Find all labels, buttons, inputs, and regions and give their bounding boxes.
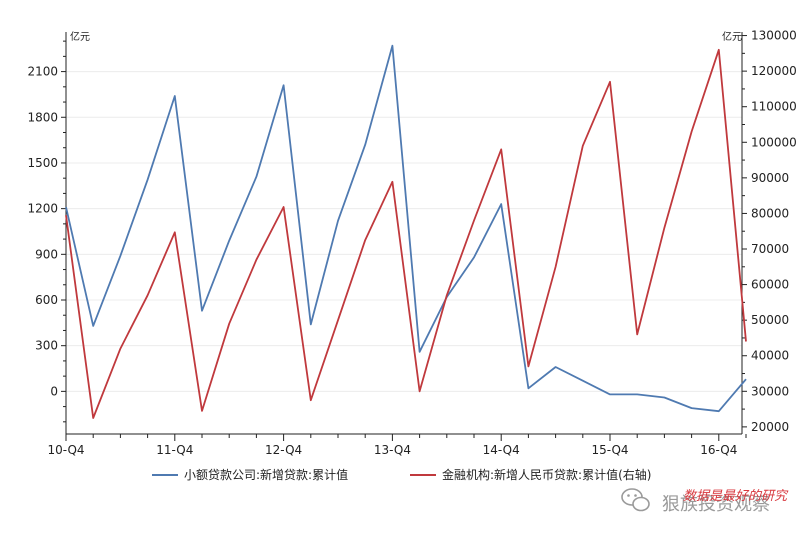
right-tick-label: 100000 [751, 135, 797, 149]
right-tick-label: 90000 [751, 171, 789, 185]
right-tick-label: 60000 [751, 278, 789, 292]
wechat-icon [621, 488, 650, 512]
right-tick-label: 20000 [751, 420, 789, 434]
left-tick-label: 2100 [27, 65, 58, 79]
right-tick-label: 30000 [751, 384, 789, 398]
left-tick-label: 0 [50, 384, 58, 398]
watermark-overlay: 数据是最好的研究 [683, 488, 789, 504]
series-line-financial [65, 48, 747, 419]
left-tick-label: 1800 [27, 110, 58, 124]
left-tick-label: 600 [35, 293, 58, 307]
left-tick-label: 900 [35, 247, 58, 261]
right-tick-label: 120000 [751, 64, 797, 78]
right-tick-label: 40000 [751, 349, 789, 363]
x-tick-label: 13-Q4 [374, 443, 411, 457]
watermark: 狠族投资观察 数据是最好的研究 [621, 488, 789, 515]
right-tick-label: 50000 [751, 313, 789, 327]
right-tick-label: 80000 [751, 206, 789, 220]
right-tick-label: 70000 [751, 242, 789, 256]
legend: 小额贷款公司:新增贷款:累计值 金融机构:新增人民币贷款:累计值(右轴) [152, 467, 651, 482]
x-tick-label: 12-Q4 [265, 443, 302, 457]
left-tick-label: 1200 [27, 202, 58, 216]
series-line-small-loan [65, 44, 747, 413]
x-axis: 10-Q4 11-Q4 12-Q4 13-Q4 14-Q4 15-Q4 16-Q4 [47, 433, 747, 457]
right-tick-label: 130000 [751, 29, 797, 43]
x-tick-label: 11-Q4 [156, 443, 193, 457]
left-tick-label: 300 [35, 339, 58, 353]
watermark-text: 狠族投资观察 [662, 494, 770, 515]
series-lines [65, 44, 747, 419]
left-axis: 0 300 600 900 1200 1500 1800 2100 [27, 32, 67, 434]
left-axis-unit: 亿元 [70, 30, 90, 43]
x-tick-label: 14-Q4 [483, 443, 520, 457]
legend-label-financial: 金融机构:新增人民币贷款:累计值(右轴) [442, 467, 651, 482]
left-tick-label: 1500 [27, 156, 58, 170]
legend-label-small-loan: 小额贷款公司:新增贷款:累计值 [184, 467, 348, 482]
x-tick-label: 16-Q4 [700, 443, 737, 457]
right-tick-label: 110000 [751, 100, 797, 114]
x-tick-label: 10-Q4 [47, 443, 84, 457]
right-axis-unit: 亿元 [722, 30, 742, 43]
right-axis: 20000 30000 40000 50000 60000 70000 80000 90000… [741, 29, 797, 434]
x-tick-label: 15-Q4 [591, 443, 628, 457]
